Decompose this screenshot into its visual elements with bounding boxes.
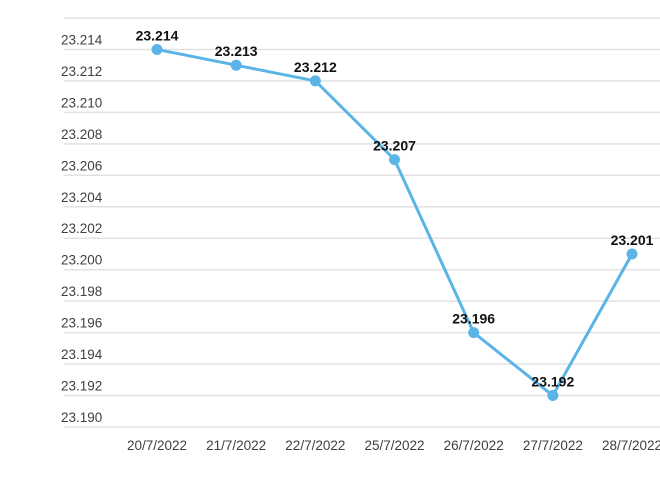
data-point[interactable]: [468, 327, 480, 339]
y-axis-tick-label: 23.204: [61, 190, 103, 205]
data-point-value-label: 23.201: [611, 232, 654, 248]
y-axis-tick-label: 23.214: [61, 32, 103, 47]
y-axis-tick-label: 23.198: [61, 284, 102, 299]
x-axis-tick-label: 26/7/2022: [444, 438, 504, 453]
data-point[interactable]: [309, 75, 321, 87]
x-axis-tick-label: 27/7/2022: [523, 438, 583, 453]
y-axis-tick-label: 23.200: [61, 253, 102, 268]
data-point-value-label: 23.207: [373, 138, 416, 154]
data-point-value-label: 23.213: [215, 43, 258, 59]
y-axis-tick-label: 23.208: [61, 127, 102, 142]
x-axis-tick-label: 25/7/2022: [364, 438, 424, 453]
data-point-value-label: 23.214: [136, 27, 179, 43]
y-axis-tick-label: 23.194: [61, 347, 103, 362]
chart-canvas: 23.214 23.212 23.210 23.208 23.206 23.204 23.2…: [61, 17, 660, 453]
x-axis-tick-label: 22/7/2022: [285, 438, 345, 453]
data-point[interactable]: [230, 59, 242, 71]
data-point[interactable]: [626, 248, 638, 260]
data-point-value-label: 23.212: [294, 59, 337, 75]
data-point-value-label: 23.192: [531, 374, 574, 390]
y-axis-tick-label: 23.212: [61, 64, 102, 79]
data-point[interactable]: [547, 390, 559, 402]
x-axis-tick-label: 20/7/2022: [127, 438, 187, 453]
x-axis-tick-label: 21/7/2022: [206, 438, 266, 453]
x-axis-tick-label: 28/7/2022: [602, 438, 660, 453]
y-axis-tick-label: 23.192: [61, 379, 102, 394]
y-axis-tick-label: 23.202: [61, 221, 102, 236]
y-axis-tick-label: 23.196: [61, 316, 102, 331]
y-axis-tick-label: 23.206: [61, 158, 102, 173]
y-axis-tick-label: 23.210: [61, 95, 102, 110]
data-point[interactable]: [151, 43, 163, 55]
exchange-rate-line-chart: 23.214 23.212 23.210 23.208 23.206 23.204 23.2…: [40, 16, 660, 474]
series-line: [155, 47, 634, 398]
data-point-value-label: 23.196: [452, 311, 495, 327]
data-point[interactable]: [389, 154, 401, 166]
y-axis-tick-label: 23.190: [61, 410, 102, 425]
